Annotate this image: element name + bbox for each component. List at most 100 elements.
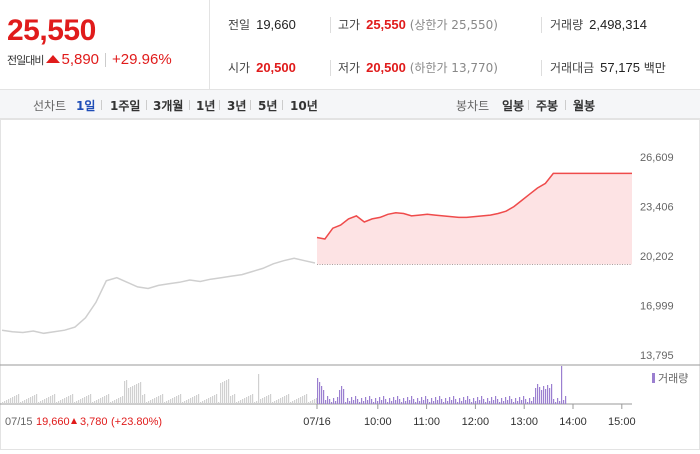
prev-volume-bar [252,394,254,404]
prev-volume-bar [184,401,186,404]
today-volume-bar [523,396,525,404]
stat-low-label: 저가 [338,61,361,75]
today-volume-bar [501,398,503,404]
tab-3year[interactable]: 3년 [227,99,247,113]
today-volume-bar [565,396,567,404]
tab-1week[interactable]: 1주일 [110,99,141,113]
stats-panel: 전일 19,660 고가 25,550 (상한가 25,550) 거래량 2,498,… [210,0,700,90]
change-percent: +29.96% [112,51,172,68]
prev-volume-bar [182,402,184,404]
tab-weekly-candle[interactable]: 주봉 [536,99,559,113]
prev-volume-bar [96,400,98,404]
today-volume-bar [455,399,457,404]
prev-volume-bar [156,397,158,404]
quote-header: 25,550 전일대비 5,890 +29.96% 전일 19,660 고가 25,… [0,0,700,90]
prev-volume-bar [282,397,284,404]
today-volume-bar [419,401,421,404]
tab-daily-candle[interactable]: 일봉 [502,99,525,113]
prev-volume-bar [160,395,162,404]
today-volume-bar [505,397,507,404]
prev-volume-bar [72,394,74,404]
today-volume-bar [319,382,321,404]
prev-volume-bar [64,398,66,404]
y-tick-label: 20,202 [640,251,674,263]
up-arrow-icon [46,54,61,63]
prev-volume-bar [192,397,194,404]
prev-volume-bar [274,401,276,404]
prev-volume-bar [18,394,20,404]
today-volume-bar [371,399,373,404]
candle-chart-label: 봉차트 [456,99,490,113]
today-volume-bar [477,397,479,404]
prev-volume-bar [256,401,258,404]
today-volume-bar [351,397,353,404]
tab-3month[interactable]: 3개월 [153,99,184,113]
prev-volume-bar [260,399,262,404]
prev-volume-bar [308,402,310,404]
prev-volume-bar [166,401,168,404]
today-volume-bar [453,396,455,404]
prev-volume-bar [236,402,238,404]
prev-volume-bar [254,402,256,404]
prev-volume-bar [316,398,318,404]
divider [250,100,251,110]
prev-volume-bar [194,396,196,404]
today-volume-bar [547,385,549,404]
today-volume-bar [345,402,347,404]
today-volume-bar [563,400,565,404]
prev-volume-bar [204,400,206,404]
prev-volume-bar [292,401,294,404]
x-tick-label: 07/16 [303,416,331,428]
today-volume-bar [537,384,539,404]
prev-volume-bar [102,397,104,404]
today-volume-bar [527,402,529,404]
prev-volume-bar [38,402,40,404]
today-volume-bar [425,396,427,404]
today-volume-bar [509,396,511,404]
prev-volume-bar [58,401,60,404]
footer-up-arrow-icon [71,418,77,424]
today-volume-bar [355,396,357,404]
prev-volume-bar [62,399,64,404]
tab-10year[interactable]: 10년 [290,99,318,113]
prev-volume-bar [30,397,32,404]
today-volume-bar [391,401,393,404]
tab-5year[interactable]: 5년 [258,99,278,113]
prev-volume-bar [226,380,228,404]
y-tick-label: 26,609 [640,152,674,164]
x-tick-label: 11:00 [413,416,440,428]
today-volume-bar [503,401,505,404]
prev-volume-bar [202,401,204,404]
prev-volume-bar [76,401,78,404]
stat-open-label: 시가 [228,61,251,75]
prev-volume-bar [42,400,44,404]
prev-volume-bar [24,400,26,404]
today-volume-bar [493,400,495,404]
prev-volume-bar [310,401,312,404]
prev-volume-bar [90,394,92,404]
today-volume-bar [443,402,445,404]
tab-monthly-candle[interactable]: 월봉 [573,99,596,113]
price-chart: 거래량 26,609 23,406 20,202 16,999 13,795 07/16… [0,119,700,450]
tab-1day[interactable]: 1일 [76,99,96,113]
today-volume-bar [447,401,449,404]
prev-volume-bar [178,395,180,404]
today-volume-bar [515,398,517,404]
today-volume-bar [511,399,513,404]
prev-volume-bar [238,401,240,404]
prev-volume-bar [286,395,288,404]
today-volume-bar [397,396,399,404]
prev-volume-bar [242,399,244,404]
prev-volume-bar [20,402,22,404]
prev-volume-bar [98,399,100,404]
stat-volume-value: 2,498,314 [589,17,647,32]
prev-volume-bar [158,396,160,404]
today-volume-bar [555,402,557,404]
tab-1year[interactable]: 1년 [196,99,216,113]
today-volume-bar [343,389,345,404]
prev-volume-bar [12,397,14,404]
today-volume-bar [543,386,545,404]
stat-low: 저가 20,500 (하한가 13,770) [338,59,498,76]
today-volume-bar [529,398,531,404]
today-volume-bar [473,398,475,404]
